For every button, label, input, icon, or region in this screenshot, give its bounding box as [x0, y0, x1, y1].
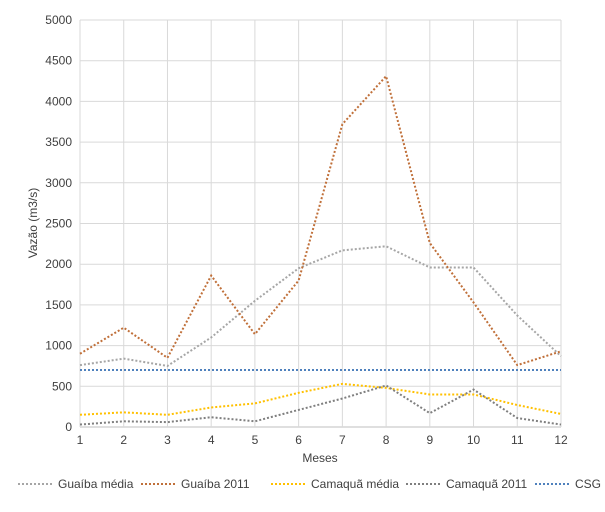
y-axis-title: Vazão (m3/s) — [26, 188, 40, 258]
grid — [79, 19, 562, 428]
x-tick-label: 10 — [467, 433, 481, 447]
series-line-2 — [79, 74, 562, 367]
y-tick-label: 1500 — [45, 298, 72, 312]
x-tick-label: 5 — [252, 433, 259, 447]
x-tick-label: 11 — [511, 433, 524, 447]
y-tick-label: 4000 — [45, 94, 72, 108]
legend: Guaíba média Guaíba 2011 Camaquã média Cama… — [18, 477, 601, 491]
y-axis-tick-labels: 0 500 1000 1500 2000 2500 3000 3500 4000 4500 5000 — [45, 13, 72, 434]
x-axis-tick-labels: 1 2 3 4 5 6 7 8 9 10 11 12 — [77, 433, 568, 447]
series-lines — [79, 74, 562, 426]
series-line-1 — [79, 245, 562, 368]
y-tick-label: 5000 — [45, 13, 72, 27]
x-tick-label: 1 — [77, 433, 84, 447]
x-tick-label: 6 — [295, 433, 302, 447]
x-axis-title: Meses — [302, 451, 337, 465]
legend-label: Guaíba média — [58, 477, 134, 491]
x-tick-label: 8 — [383, 433, 390, 447]
y-tick-label: 500 — [52, 379, 72, 393]
y-tick-label: 1000 — [45, 339, 72, 353]
legend-label: Guaíba 2011 — [181, 477, 250, 491]
y-tick-label: 4500 — [45, 54, 72, 68]
series-line-4 — [79, 384, 562, 426]
legend-label: Camaquã 2011 — [446, 477, 527, 491]
y-tick-label: 3000 — [45, 176, 72, 190]
x-tick-label: 12 — [554, 433, 568, 447]
legend-label: Camaquã média — [311, 477, 399, 491]
x-tick-label: 7 — [339, 433, 346, 447]
x-tick-label: 2 — [120, 433, 127, 447]
x-tick-label: 9 — [426, 433, 433, 447]
x-tick-label: 4 — [208, 433, 215, 447]
y-tick-label: 0 — [65, 420, 72, 434]
y-tick-label: 2500 — [45, 217, 72, 231]
y-tick-label: 3500 — [45, 135, 72, 149]
legend-label: CSG — [575, 477, 601, 491]
series-line-3 — [79, 382, 562, 416]
y-tick-label: 2000 — [45, 257, 72, 271]
x-tick-label: 3 — [164, 433, 171, 447]
